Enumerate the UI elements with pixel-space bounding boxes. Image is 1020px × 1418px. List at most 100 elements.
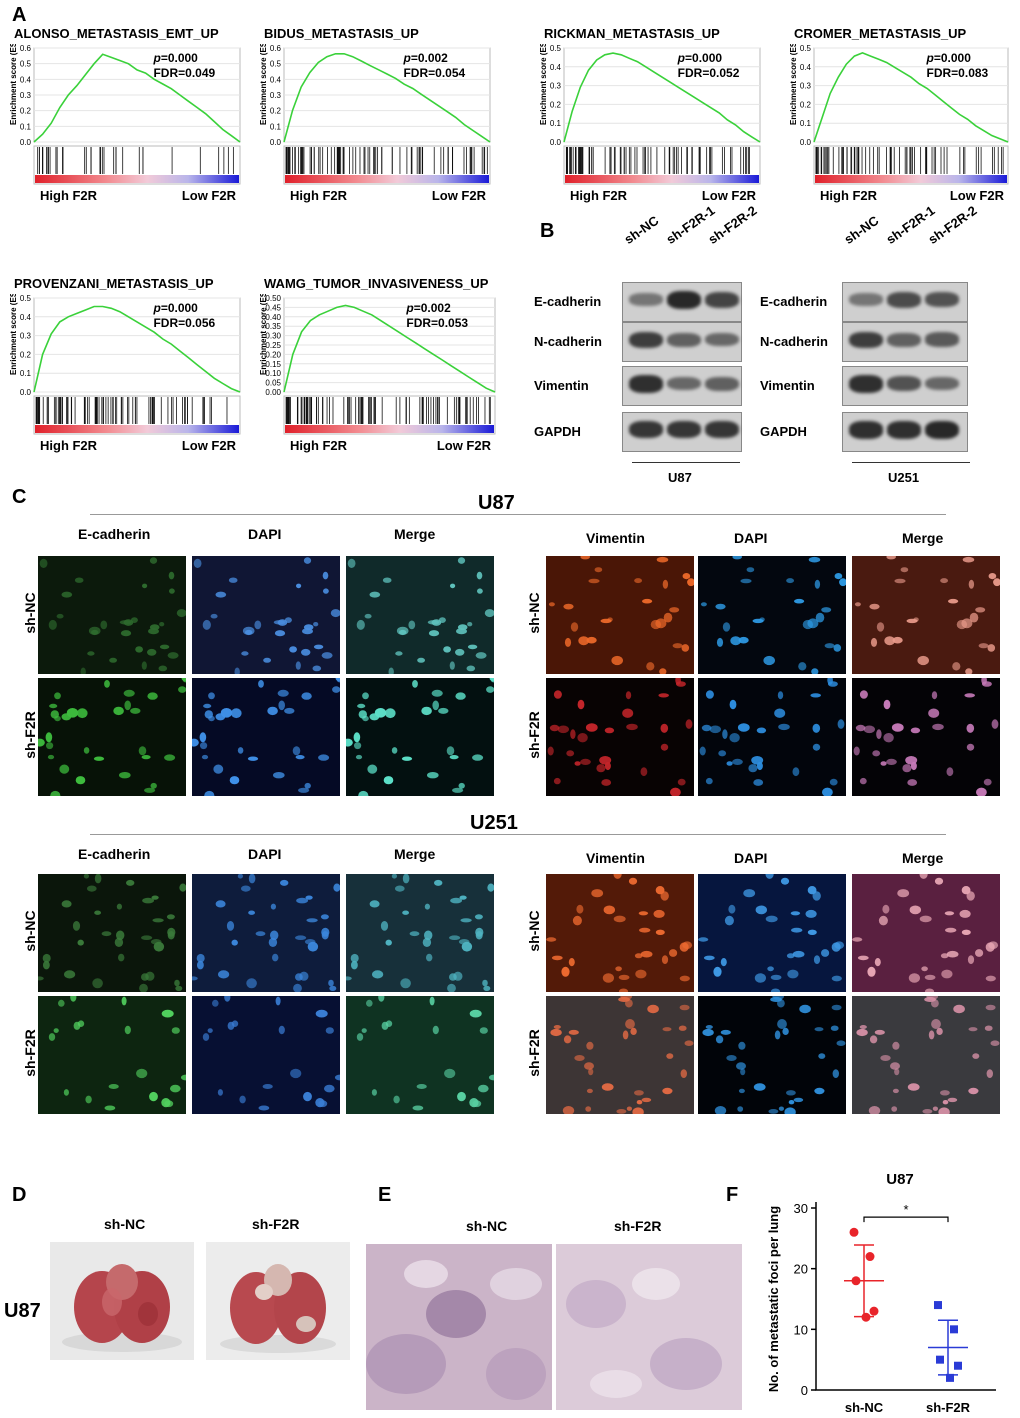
chart-point: [849, 1227, 859, 1237]
blot-cell-label: U251: [888, 470, 920, 485]
if-image-dapi: [192, 996, 340, 1114]
blot-cell-underline: [852, 462, 970, 463]
blot-band: [887, 421, 921, 439]
if-image-ecadherin: [38, 996, 186, 1114]
gsea-tick-label: 0.1: [20, 122, 32, 131]
lung-f2r-image: [220, 1264, 336, 1353]
gsea-plot-svg: 0.6 0.5 0.4 0.3 0.2 0.1 0.0 Enrichment score (E…: [260, 44, 491, 203]
if-row-label: sh-NC: [526, 592, 542, 634]
if-image-vimentin: [546, 996, 694, 1114]
gsea-xlabel-high: High F2R: [290, 438, 348, 453]
gsea-fdr: FDR=0.049: [153, 66, 215, 80]
gsea-tick-label: 0.3: [20, 332, 32, 341]
if-col-label: DAPI: [734, 850, 768, 866]
gsea-tick-label: 0.4: [20, 313, 32, 322]
gsea-tick-label: 0.5: [270, 60, 282, 69]
blot-band: [849, 331, 883, 349]
if-image-merge: [852, 874, 1000, 992]
gsea-tick-label: 0.5: [20, 294, 32, 303]
if-col-label: Merge: [394, 526, 436, 542]
lung-photo-nc: [50, 1242, 194, 1360]
if-image-merge: [852, 678, 1000, 796]
gsea-tick-label: 0.40: [265, 313, 281, 322]
if-row-label: sh-NC: [22, 592, 38, 634]
if-col-label: E-cadherin: [78, 846, 151, 862]
chart-point: [954, 1361, 962, 1370]
blot-protein-label: GAPDH: [534, 424, 581, 439]
if-section-rule: [90, 834, 946, 835]
blot-strip: [622, 366, 742, 406]
blot-band: [667, 291, 701, 309]
gsea-title: WAMG_TUMOR_INVASIVENESS_UP: [264, 276, 489, 291]
gsea-pvalue: p=0.002: [405, 301, 451, 315]
blot-protein-label: E-cadherin: [760, 294, 828, 309]
panel-label-d: D: [12, 1184, 27, 1206]
gsea-ylabel: Enrichment score (ES): [540, 44, 548, 125]
if-image-merge: [346, 996, 494, 1114]
if-col-label: Vimentin: [586, 850, 645, 866]
gsea-es-curve: [283, 304, 496, 393]
blot-band: [629, 331, 663, 349]
gsea-frame: [563, 47, 761, 143]
histo-image-nc: [366, 1244, 552, 1410]
chart-point: [869, 1306, 879, 1316]
chart-category-label: sh-NC: [845, 1400, 884, 1415]
chart-ylabel: No. of metastatic foci per lung: [766, 1206, 781, 1392]
histo-label-f2r: sh-F2R: [614, 1218, 662, 1234]
if-image-vimentin: [546, 556, 694, 674]
histo-nc-texture: [366, 1244, 552, 1410]
blot-strip: [842, 412, 968, 452]
gsea-tick-label: 0.2: [20, 350, 32, 359]
gsea-xlabel-low: Low F2R: [702, 188, 757, 203]
if-image-vimentin: [546, 874, 694, 992]
blot-band: [925, 376, 959, 391]
panel-label-c: C: [12, 486, 27, 508]
gsea-tick-label: 0.5: [800, 44, 812, 53]
gsea-tick-label: 0.2: [800, 100, 812, 109]
blot-lane-label: sh-NC: [621, 212, 662, 247]
if-col-label: Merge: [902, 850, 944, 866]
blot-band: [849, 293, 883, 306]
if-section-title: U87: [478, 492, 515, 514]
gsea-xlabel-high: High F2R: [40, 188, 98, 203]
blot-band: [705, 376, 739, 391]
gsea-tick-label: 0.1: [20, 369, 32, 378]
gsea-tick-label: 0.50: [265, 294, 281, 303]
gsea-xlabel-low: Low F2R: [432, 188, 487, 203]
gsea-ylabel: Enrichment score (ES): [790, 44, 798, 125]
chart-ytick-label: 10: [794, 1322, 808, 1337]
gsea-tick-label: 0.0: [800, 138, 812, 147]
gsea-pvalue: p=0.000: [152, 301, 198, 315]
gsea-tick-label: 0.15: [265, 360, 281, 369]
if-row-label: sh-NC: [526, 910, 542, 952]
gsea-tick-label: 0.2: [550, 100, 562, 109]
if-image-dapi: [698, 996, 846, 1114]
gsea-tick-label: 0.25: [265, 341, 281, 350]
panel-label-e: E: [378, 1184, 392, 1206]
gsea-fdr: FDR=0.056: [153, 316, 215, 330]
gsea-tick-label: 0.5: [550, 44, 562, 53]
if-row-label: sh-NC: [22, 910, 38, 952]
blot-protein-label: E-cadherin: [534, 294, 602, 309]
gsea-tick-label: 0.0: [20, 388, 32, 397]
chart-point: [861, 1312, 871, 1322]
if-image-dapi: [192, 874, 340, 992]
lung-photo-f2r: [206, 1242, 350, 1360]
chart-category-label: sh-F2R: [926, 1400, 971, 1415]
gsea-es-curve: [283, 53, 491, 143]
gsea-xlabel-low: Low F2R: [950, 188, 1005, 203]
chart-point: [934, 1301, 942, 1310]
histo-f2r-texture: [556, 1244, 742, 1410]
gsea-tick-label: 0.1: [270, 122, 282, 131]
if-image-dapi: [698, 556, 846, 674]
if-col-label: Merge: [902, 530, 944, 546]
if-image-merge: [346, 874, 494, 992]
blot-protein-label: Vimentin: [534, 378, 589, 393]
chart-point: [936, 1355, 944, 1364]
gsea-title: PROVENZANI_METASTASIS_UP: [14, 276, 214, 291]
if-col-label: DAPI: [248, 846, 282, 862]
gsea-tick-label: 0.6: [270, 44, 282, 53]
gsea-tick-label: 0.20: [265, 350, 281, 359]
gsea-xlabel-low: Low F2R: [182, 188, 237, 203]
gsea-tick-label: 0.4: [800, 63, 812, 72]
